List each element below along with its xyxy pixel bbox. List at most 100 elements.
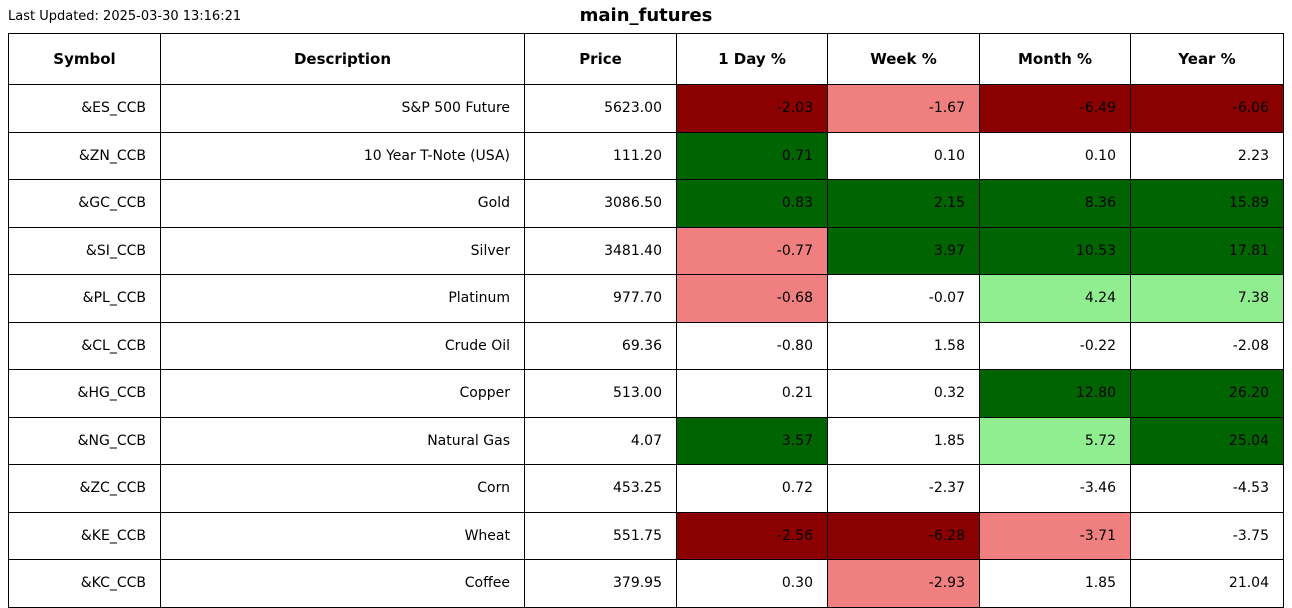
month-change-cell: 8.36 — [979, 179, 1131, 228]
year-change-cell: 15.89 — [1130, 179, 1284, 228]
table-header: Symbol Description Price 1 Day % Week % … — [8, 33, 1284, 85]
price-cell: 4.07 — [524, 416, 677, 465]
month-change-cell: 1.85 — [979, 559, 1131, 608]
1day-change-cell: -0.80 — [676, 321, 828, 370]
price-cell: 111.20 — [524, 131, 677, 180]
month-change-cell: 10.53 — [979, 226, 1131, 275]
month-change-cell: 5.72 — [979, 416, 1131, 465]
column-header-month: Month % — [979, 33, 1131, 85]
column-header-year: Year % — [1130, 33, 1284, 85]
description-cell: Gold — [160, 179, 525, 228]
table-row: &ES_CCB S&P 500 Future 5623.00 -2.03 -1.67 -6… — [8, 84, 1284, 133]
price-cell: 5623.00 — [524, 84, 677, 133]
symbol-cell: &CL_CCB — [8, 321, 161, 370]
description-cell: Coffee — [160, 559, 525, 608]
week-change-cell: 2.15 — [827, 179, 980, 228]
last-updated-timestamp: Last Updated: 2025-03-30 13:16:21 — [8, 9, 242, 24]
year-change-cell: -6.06 — [1130, 84, 1284, 133]
week-change-cell: 1.85 — [827, 416, 980, 465]
week-change-cell: -2.93 — [827, 559, 980, 608]
price-cell: 453.25 — [524, 464, 677, 513]
description-cell: Crude Oil — [160, 321, 525, 370]
description-cell: Natural Gas — [160, 416, 525, 465]
year-change-cell: 2.23 — [1130, 131, 1284, 180]
price-cell: 513.00 — [524, 369, 677, 418]
table-row: &KC_CCB Coffee 379.95 0.30 -2.93 1.85 21.04 — [8, 559, 1284, 608]
column-header-1day: 1 Day % — [676, 33, 828, 85]
week-change-cell: 3.97 — [827, 226, 980, 275]
year-change-cell: -4.53 — [1130, 464, 1284, 513]
year-change-cell: 7.38 — [1130, 274, 1284, 323]
1day-change-cell: 0.83 — [676, 179, 828, 228]
description-cell: Copper — [160, 369, 525, 418]
week-change-cell: -0.07 — [827, 274, 980, 323]
1day-change-cell: -0.68 — [676, 274, 828, 323]
month-change-cell: 4.24 — [979, 274, 1131, 323]
description-cell: Wheat — [160, 511, 525, 560]
year-change-cell: 21.04 — [1130, 559, 1284, 608]
month-change-cell: -6.49 — [979, 84, 1131, 133]
month-change-cell: -3.71 — [979, 511, 1131, 560]
table-row: &HG_CCB Copper 513.00 0.21 0.32 12.80 26.20 — [8, 369, 1284, 418]
header-row: Symbol Description Price 1 Day % Week % … — [8, 33, 1284, 85]
week-change-cell: -2.37 — [827, 464, 980, 513]
description-cell: S&P 500 Future — [160, 84, 525, 133]
month-change-cell: 12.80 — [979, 369, 1131, 418]
year-change-cell: -2.08 — [1130, 321, 1284, 370]
symbol-cell: &KC_CCB — [8, 559, 161, 608]
table-row: &KE_CCB Wheat 551.75 -2.56 -6.28 -3.71 -3.75 — [8, 511, 1284, 560]
month-change-cell: 0.10 — [979, 131, 1131, 180]
symbol-cell: &SI_CCB — [8, 226, 161, 275]
price-cell: 69.36 — [524, 321, 677, 370]
year-change-cell: 17.81 — [1130, 226, 1284, 275]
column-header-price: Price — [524, 33, 677, 85]
price-cell: 379.95 — [524, 559, 677, 608]
table-row: &NG_CCB Natural Gas 4.07 3.57 1.85 5.72 25.04 — [8, 416, 1284, 465]
week-change-cell: -1.67 — [827, 84, 980, 133]
table-row: &PL_CCB Platinum 977.70 -0.68 -0.07 4.24 7.38 — [8, 274, 1284, 323]
symbol-cell: &ZC_CCB — [8, 464, 161, 513]
column-header-symbol: Symbol — [8, 33, 161, 85]
1day-change-cell: 3.57 — [676, 416, 828, 465]
1day-change-cell: 0.71 — [676, 131, 828, 180]
1day-change-cell: -0.77 — [676, 226, 828, 275]
price-cell: 551.75 — [524, 511, 677, 560]
symbol-cell: &NG_CCB — [8, 416, 161, 465]
page-title: main_futures — [579, 5, 713, 26]
table-row: &ZN_CCB 10 Year T-Note (USA) 111.20 0.71 0.1… — [8, 131, 1284, 180]
year-change-cell: -3.75 — [1130, 511, 1284, 560]
description-cell: Platinum — [160, 274, 525, 323]
description-cell: Silver — [160, 226, 525, 275]
price-cell: 3481.40 — [524, 226, 677, 275]
month-change-cell: -3.46 — [979, 464, 1131, 513]
week-change-cell: -6.28 — [827, 511, 980, 560]
1day-change-cell: -2.56 — [676, 511, 828, 560]
description-cell: Corn — [160, 464, 525, 513]
symbol-cell: &KE_CCB — [8, 511, 161, 560]
futures-table: Symbol Description Price 1 Day % Week % … — [8, 33, 1284, 608]
week-change-cell: 0.10 — [827, 131, 980, 180]
table-row: &GC_CCB Gold 3086.50 0.83 2.15 8.36 15.89 — [8, 179, 1284, 228]
month-change-cell: -0.22 — [979, 321, 1131, 370]
1day-change-cell: 0.72 — [676, 464, 828, 513]
table-body: &ES_CCB S&P 500 Future 5623.00 -2.03 -1.67 -6… — [8, 84, 1284, 608]
symbol-cell: &GC_CCB — [8, 179, 161, 228]
symbol-cell: &ES_CCB — [8, 84, 161, 133]
price-cell: 977.70 — [524, 274, 677, 323]
year-change-cell: 25.04 — [1130, 416, 1284, 465]
column-header-description: Description — [160, 33, 525, 85]
1day-change-cell: -2.03 — [676, 84, 828, 133]
week-change-cell: 0.32 — [827, 369, 980, 418]
table-row: &ZC_CCB Corn 453.25 0.72 -2.37 -3.46 -4.53 — [8, 464, 1284, 513]
1day-change-cell: 0.30 — [676, 559, 828, 608]
column-header-week: Week % — [827, 33, 980, 85]
1day-change-cell: 0.21 — [676, 369, 828, 418]
description-cell: 10 Year T-Note (USA) — [160, 131, 525, 180]
symbol-cell: &HG_CCB — [8, 369, 161, 418]
table-row: &CL_CCB Crude Oil 69.36 -0.80 1.58 -0.22 -2.08 — [8, 321, 1284, 370]
year-change-cell: 26.20 — [1130, 369, 1284, 418]
week-change-cell: 1.58 — [827, 321, 980, 370]
symbol-cell: &PL_CCB — [8, 274, 161, 323]
price-cell: 3086.50 — [524, 179, 677, 228]
table-row: &SI_CCB Silver 3481.40 -0.77 3.97 10.53 17.81 — [8, 226, 1284, 275]
